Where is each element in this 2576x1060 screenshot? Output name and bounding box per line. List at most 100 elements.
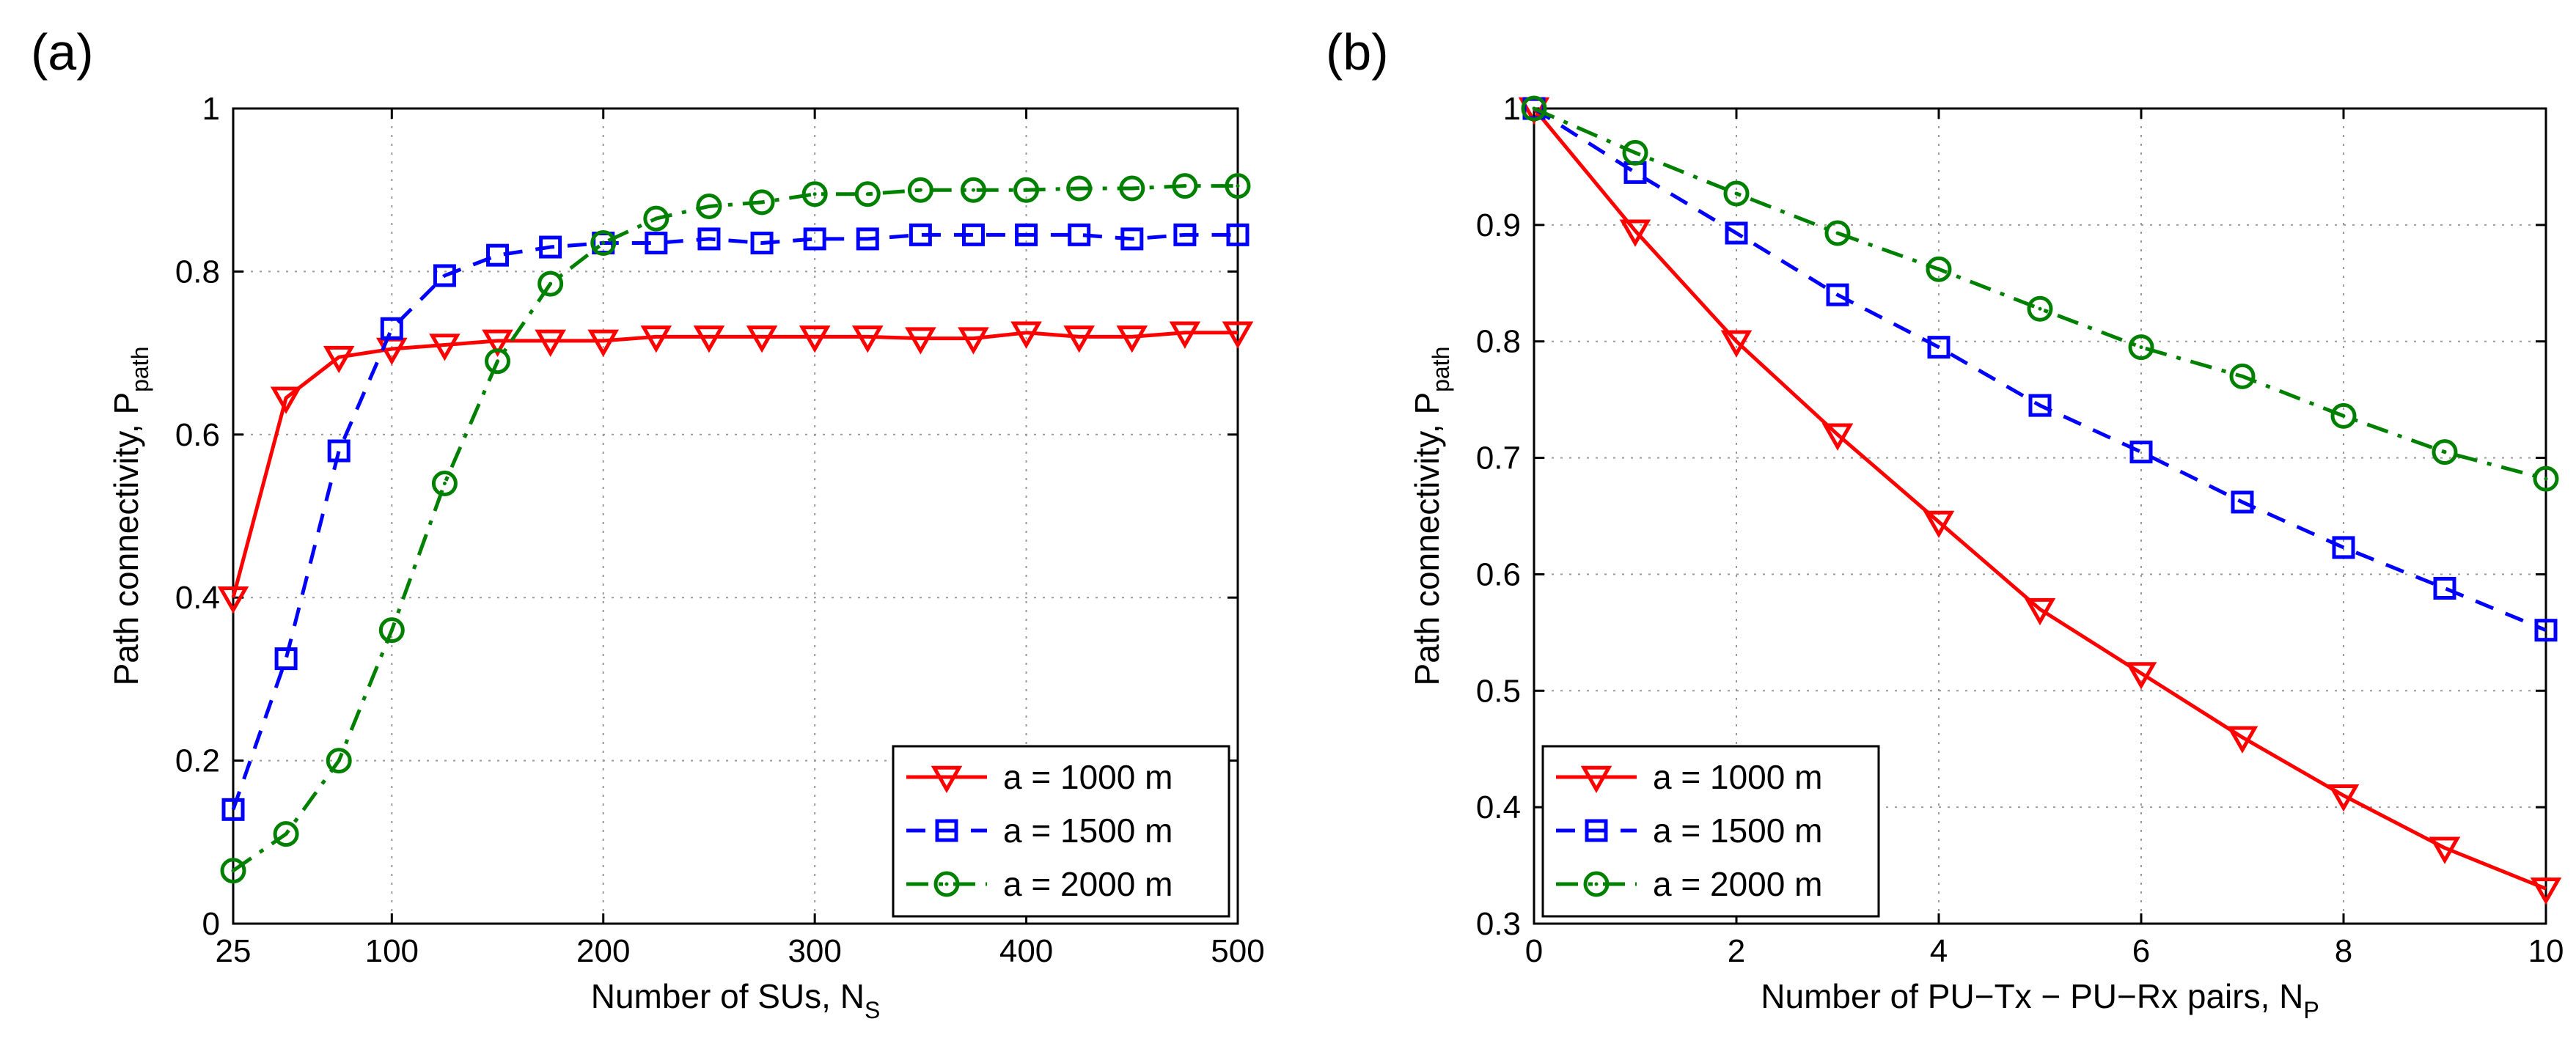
x-tick-label-a-3: 300	[788, 933, 841, 969]
point-a-2-9	[696, 193, 722, 219]
point-b-1-9	[2433, 576, 2456, 600]
point-a-0-0	[217, 586, 249, 614]
point-a-2-10-dot	[760, 200, 764, 205]
series-line-b-1	[1533, 106, 2547, 632]
point-a-2-6-dot	[548, 281, 553, 286]
point-b-0-1	[1619, 219, 1651, 247]
point-a-0-12	[851, 325, 884, 353]
y-axis-label-a: Path connectivity, Ppath	[107, 347, 153, 686]
point-a-1-10	[750, 231, 774, 254]
point-a-1-11	[803, 227, 826, 251]
point-a-2-13-dot	[918, 188, 922, 192]
point-a-2-8	[643, 205, 669, 232]
series-line-b-2	[1533, 106, 2547, 481]
panel-b: (b) 0 2 4 6 8 10 0.3 0.4 0.5 0.6 0.7 0.8 0.9 1 Number o…	[1326, 23, 2564, 1023]
x-axis-label-a: Number of SUs, NS	[591, 977, 881, 1023]
panel-label-a: (a)	[31, 23, 94, 81]
point-a-2-15	[1013, 177, 1040, 203]
legend-label-a-2: a = 2000 m	[1003, 865, 1173, 903]
point-b-2-3	[1824, 220, 1851, 246]
point-b-1-8	[2332, 536, 2355, 559]
x-axis-label-sub-a: S	[865, 997, 880, 1023]
y-tick-label-b-1: 0.4	[1476, 790, 1521, 825]
point-a-2-19	[1225, 173, 1251, 199]
x-tick-label-a-4: 400	[999, 933, 1053, 969]
point-b-2-0-dot	[1532, 106, 1536, 111]
point-a-0-11	[799, 325, 831, 353]
point-b-2-6-dot	[2139, 345, 2143, 350]
point-b-0-10	[2530, 877, 2562, 905]
point-b-2-9	[2432, 439, 2458, 465]
point-b-1-6	[2129, 441, 2153, 464]
point-a-1-17	[1120, 227, 1144, 251]
point-a-1-5	[486, 243, 510, 267]
y-tick-label-a-0: 0	[202, 906, 220, 942]
point-a-2-17-dot	[1130, 186, 1134, 191]
y-axis-label-sub-b: path	[1428, 347, 1454, 392]
point-b-1-10	[2534, 619, 2558, 642]
point-a-2-4-dot	[442, 482, 447, 486]
y-tick-label-b-2: 0.5	[1476, 673, 1521, 709]
legend-a: a = 1000 m a = 1500 m a = 2000 m	[892, 745, 1230, 918]
point-a-0-6	[535, 329, 566, 357]
point-b-2-2-dot	[1734, 191, 1739, 196]
legend-label-a-1: a = 1500 m	[1003, 811, 1173, 850]
x-axis-label-main-a: Number of SUs, N	[591, 977, 865, 1015]
point-a-2-4	[431, 471, 458, 497]
y-tick-label-a-4: 0.8	[175, 254, 220, 290]
x-tick-label-b-1: 2	[1728, 933, 1745, 969]
point-a-0-7	[587, 329, 620, 357]
point-a-1-12	[856, 227, 879, 251]
point-b-2-1	[1622, 139, 1648, 166]
point-a-2-12	[854, 181, 881, 207]
y-tick-label-a-3: 0.6	[175, 417, 220, 453]
point-a-2-0-dot	[231, 869, 235, 873]
point-a-2-1	[273, 821, 299, 847]
panel-label-b: (b)	[1326, 23, 1389, 81]
legend-label-b-1: a = 1500 m	[1653, 811, 1822, 850]
x-tick-label-b-4: 8	[2335, 933, 2352, 969]
point-b-2-10	[2533, 465, 2559, 492]
x-axis-label-sub-b: P	[2303, 997, 2319, 1023]
legend-marker-b-2	[1583, 871, 1610, 897]
series-a-2	[220, 173, 1251, 884]
point-b-0-6	[2125, 662, 2157, 690]
point-a-2-6	[537, 270, 564, 297]
point-b-2-4-dot	[1937, 267, 1941, 271]
point-a-2-9-dot	[707, 204, 711, 208]
point-a-0-4	[429, 334, 460, 361]
series-b-1	[1522, 97, 2558, 642]
point-a-1-8	[645, 231, 668, 254]
x-axis-label-b: Number of PU−Tx − PU−Rx pairs, NP	[1761, 977, 2319, 1023]
point-b-0-9	[2429, 836, 2461, 864]
point-a-0-1	[270, 386, 302, 414]
point-b-2-0	[1521, 95, 1547, 122]
point-b-2-3-dot	[1835, 231, 1840, 235]
point-b-2-7	[2229, 363, 2256, 389]
panel-a: (a) 25 100 200 300 400 500 0 0.2 0.4 0.6 0.8 1 Number…	[31, 23, 1265, 1023]
point-b-2-7-dot	[2240, 374, 2245, 378]
legend-marker-a-2-dot	[944, 882, 949, 886]
x-tick-label-a-5: 500	[1211, 933, 1264, 969]
point-a-0-9	[693, 325, 725, 353]
point-a-2-7-dot	[601, 240, 606, 245]
point-a-2-11-dot	[812, 192, 817, 196]
point-b-2-2	[1723, 180, 1750, 207]
point-b-2-5-dot	[2038, 306, 2042, 311]
series-a-1	[221, 223, 1250, 821]
series-b-2	[1521, 95, 2559, 492]
point-b-1-7	[2231, 490, 2254, 514]
point-a-1-1	[274, 647, 298, 671]
point-a-1-18	[1173, 223, 1197, 246]
series-line-a-2	[232, 184, 1238, 872]
point-a-1-14	[961, 223, 985, 246]
point-b-2-9-dot	[2443, 450, 2447, 454]
point-b-0-5	[2024, 597, 2056, 626]
legend-marker-a-1	[935, 819, 958, 842]
point-a-2-5	[485, 348, 511, 375]
point-b-2-8	[2330, 402, 2357, 429]
y-tick-label-b-4: 0.7	[1476, 441, 1521, 476]
y-axis-label-main-b: Path connectivity, P	[1408, 392, 1446, 686]
point-b-0-7	[2226, 726, 2258, 754]
